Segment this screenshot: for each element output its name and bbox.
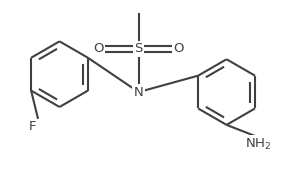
Text: O: O (93, 42, 104, 55)
Text: O: O (174, 42, 184, 55)
Text: N: N (134, 86, 143, 99)
Text: NH$_2$: NH$_2$ (245, 137, 271, 152)
Text: S: S (134, 42, 143, 55)
Text: F: F (29, 120, 36, 133)
